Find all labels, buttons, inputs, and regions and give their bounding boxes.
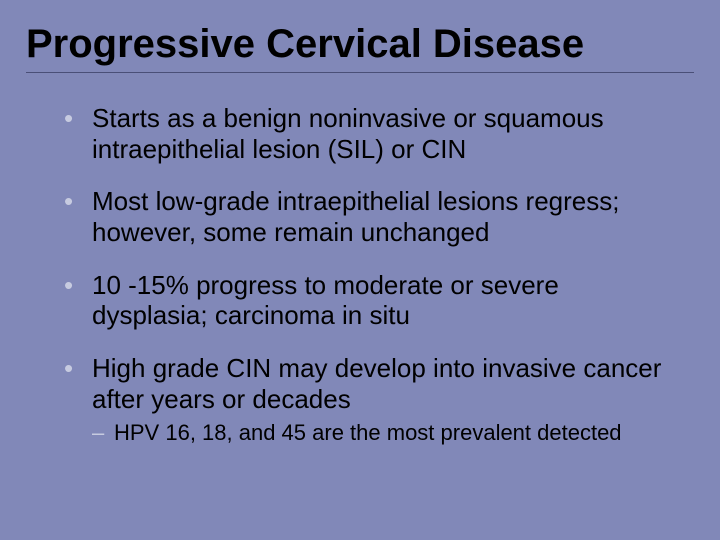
list-item: Most low-grade intraepithelial lesions r… (92, 186, 680, 247)
bullet-list: Starts as a benign noninvasive or squamo… (92, 103, 680, 447)
bullet-text: Most low-grade intraepithelial lesions r… (92, 186, 619, 247)
list-item: High grade CIN may develop into invasive… (92, 353, 680, 447)
slide: Progressive Cervical Disease Starts as a… (0, 0, 720, 540)
title-region: Progressive Cervical Disease (0, 0, 720, 73)
bullet-text: High grade CIN may develop into invasive… (92, 353, 661, 414)
list-item: 10 -15% progress to moderate or severe d… (92, 270, 680, 331)
sub-bullet-text: HPV 16, 18, and 45 are the most prevalen… (114, 420, 622, 445)
bullet-text: Starts as a benign noninvasive or squamo… (92, 103, 604, 164)
slide-title: Progressive Cervical Disease (26, 22, 694, 72)
bullet-text: 10 -15% progress to moderate or severe d… (92, 270, 559, 331)
list-item: Starts as a benign noninvasive or squamo… (92, 103, 680, 164)
slide-body: Starts as a benign noninvasive or squamo… (0, 73, 720, 447)
sub-bullet-list: HPV 16, 18, and 45 are the most prevalen… (92, 420, 680, 446)
sub-list-item: HPV 16, 18, and 45 are the most prevalen… (92, 420, 680, 446)
